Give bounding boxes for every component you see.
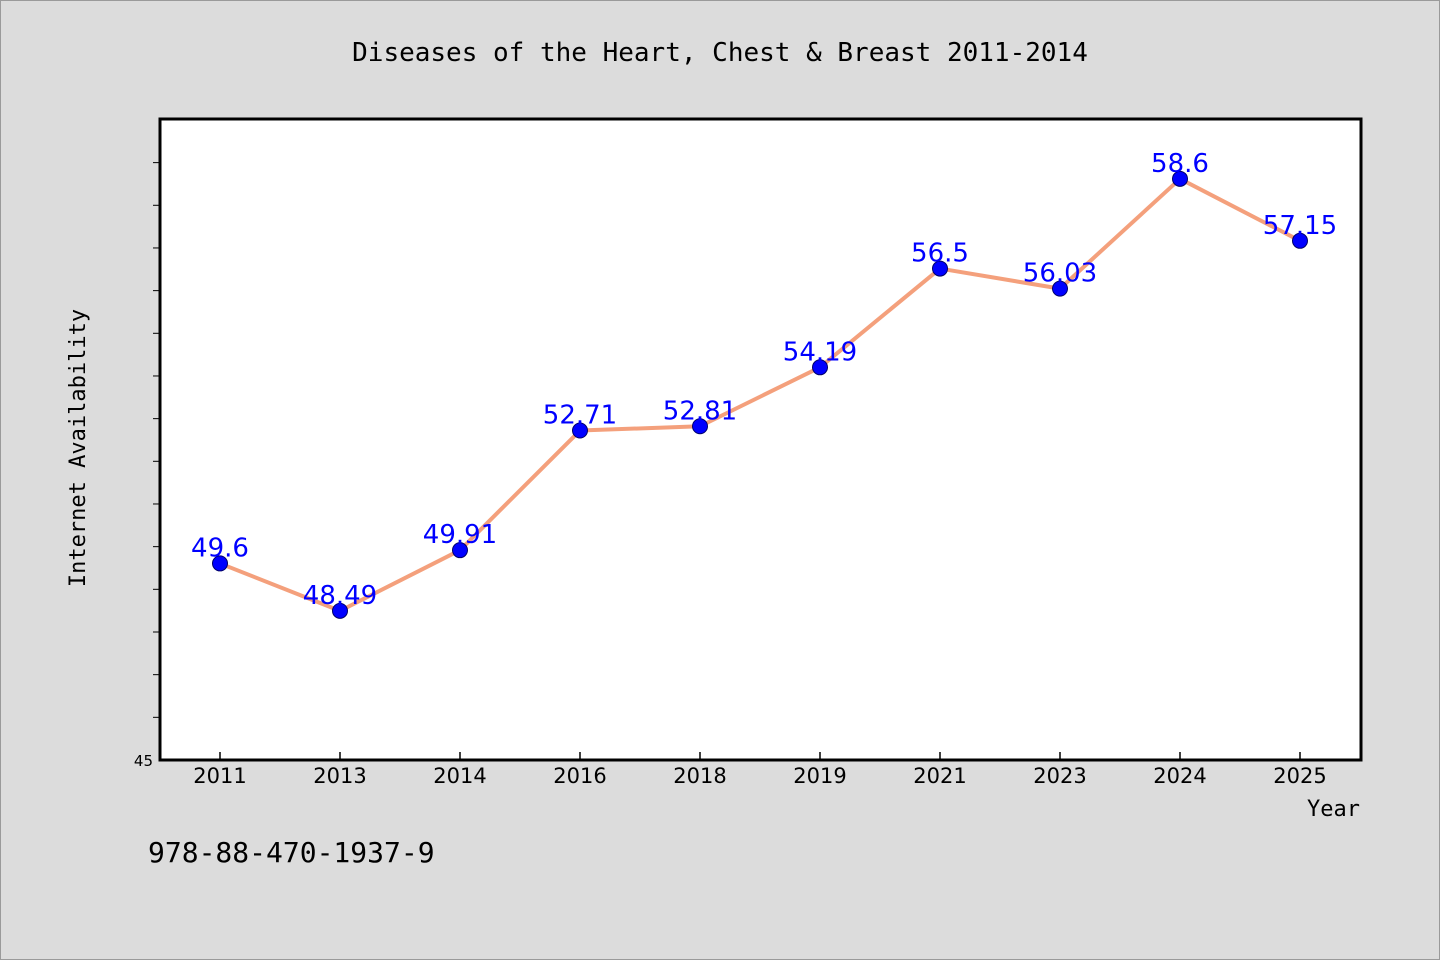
x-tick-label: 2014 bbox=[433, 764, 486, 788]
chart-title: Diseases of the Heart, Chest & Breast 20… bbox=[352, 38, 1088, 68]
data-label: 49.6 bbox=[191, 533, 249, 563]
data-label: 57.15 bbox=[1263, 211, 1337, 241]
data-point bbox=[212, 555, 228, 572]
isbn-footer: 978-88-470-1937-9 bbox=[148, 836, 435, 869]
x-tick-label: 2023 bbox=[1033, 764, 1086, 788]
x-tick-label: 2024 bbox=[1153, 764, 1206, 788]
y-axis-label: Internet Availability bbox=[66, 309, 91, 587]
x-tick-label: 2011 bbox=[193, 764, 246, 788]
x-axis-label: Year bbox=[1307, 797, 1360, 822]
x-tick-label: 2019 bbox=[793, 764, 846, 788]
data-label: 49.91 bbox=[423, 520, 497, 550]
plot-area bbox=[158, 117, 1363, 762]
x-tick-label: 2016 bbox=[553, 764, 606, 788]
data-point bbox=[1292, 232, 1308, 249]
data-point bbox=[332, 602, 348, 619]
x-tick-label: 2021 bbox=[913, 764, 966, 788]
data-label: 52.81 bbox=[663, 396, 737, 426]
data-point bbox=[1172, 170, 1188, 187]
data-point bbox=[812, 359, 828, 376]
y-axis-ticks bbox=[153, 162, 160, 718]
series-line bbox=[219, 176, 1301, 613]
data-point bbox=[1052, 280, 1068, 297]
x-axis-ticks: 2011 2013 2014 2016 2018 2019 2021 2023 2024 2025 bbox=[193, 752, 1327, 788]
x-tick-label: 2018 bbox=[673, 764, 726, 788]
data-point bbox=[452, 542, 468, 559]
data-point bbox=[932, 260, 948, 277]
x-tick-label: 2025 bbox=[1273, 764, 1326, 788]
data-label: 56.03 bbox=[1023, 259, 1097, 289]
data-label: 48.49 bbox=[303, 581, 377, 611]
data-label: 56.5 bbox=[911, 239, 969, 269]
y-tick-label: 45 bbox=[134, 752, 153, 770]
x-tick-label: 2013 bbox=[313, 764, 366, 788]
data-markers bbox=[212, 170, 1308, 619]
data-point bbox=[572, 422, 588, 439]
data-point bbox=[692, 418, 708, 435]
data-label: 58.6 bbox=[1151, 149, 1209, 179]
data-label: 54.19 bbox=[783, 337, 857, 367]
data-label: 52.71 bbox=[543, 401, 617, 431]
data-labels: 49.6 48.49 49.91 52.71 52.81 54.19 56.5 56.03 58… bbox=[191, 149, 1337, 611]
